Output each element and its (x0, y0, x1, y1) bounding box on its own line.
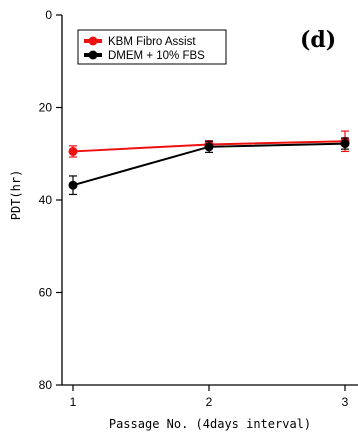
axes (61, 15, 358, 386)
x-tick-label: 1 (70, 395, 77, 409)
series-2 (68, 137, 350, 196)
data-point (68, 180, 78, 190)
legend-label: KBM Fibro Assist (108, 36, 196, 48)
ticks: 0 20 40 60 80 1 2 3 (39, 8, 349, 409)
data-point (68, 146, 78, 156)
y-tick-label: 20 (39, 101, 53, 115)
y-tick-label: 80 (39, 378, 53, 392)
legend: KBM Fibro Assist DMEM + 10% FBS (77, 29, 227, 65)
series-layer (68, 130, 350, 196)
legend-label: DMEM + 10% FBS (108, 50, 205, 62)
x-tick-label: 2 (206, 395, 213, 409)
data-point (204, 142, 214, 152)
y-tick-label: 0 (45, 8, 52, 22)
legend-swatch-marker (88, 50, 98, 60)
x-axis-title: Passage No. (4days interval) (109, 417, 311, 431)
y-tick-label: 60 (39, 286, 53, 300)
x-tick-label: 3 (342, 395, 349, 409)
y-axis-title: PDT(hr) (9, 170, 23, 221)
y-tick-label: 40 (39, 193, 53, 207)
panel-label: (d) (300, 27, 336, 53)
legend-swatch-marker (88, 36, 98, 46)
data-point (340, 139, 350, 149)
legend-box (77, 29, 227, 65)
